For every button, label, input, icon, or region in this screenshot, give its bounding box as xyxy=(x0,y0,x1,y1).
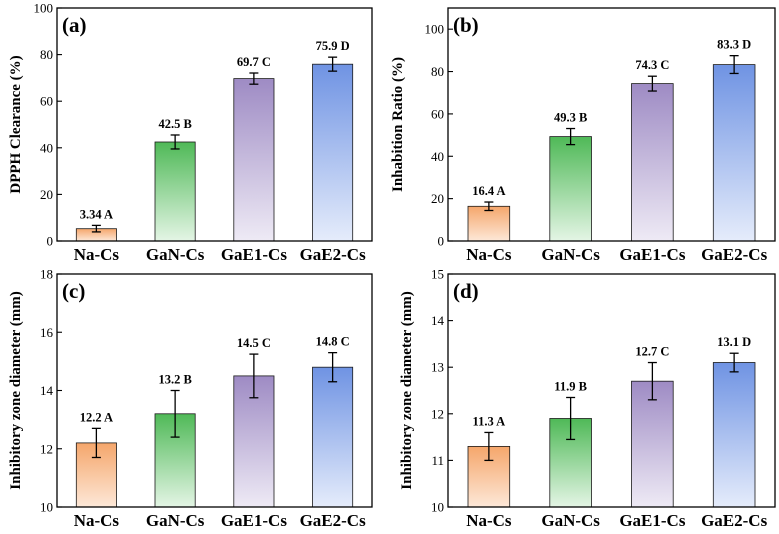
error-bar xyxy=(647,75,657,92)
y-tick-label: 15 xyxy=(431,267,444,282)
error-bar xyxy=(249,72,259,85)
data-label: 75.9 D xyxy=(316,39,350,53)
x-tick-label: GaN-Cs xyxy=(146,245,205,264)
data-label: 12.7 C xyxy=(635,345,669,359)
y-tick-label: 100 xyxy=(34,1,54,16)
y-tick-label: 16 xyxy=(40,325,54,340)
y-axis-title: DPPH Clearance (%) xyxy=(8,55,24,193)
y-tick-label: 40 xyxy=(40,140,53,155)
panel-label: (b) xyxy=(453,13,479,37)
data-label: 83.3 D xyxy=(717,38,751,52)
y-tick-label: 80 xyxy=(431,64,444,79)
panel-label: (c) xyxy=(62,279,85,303)
y-tick-label: 14 xyxy=(431,313,445,328)
x-tick-label: Na-Cs xyxy=(74,245,120,264)
y-tick-label: 60 xyxy=(431,106,444,121)
bar-na-cs xyxy=(467,205,511,242)
y-tick-label: 40 xyxy=(431,149,444,164)
x-tick-label: GaE1-Cs xyxy=(619,245,686,264)
error-bar xyxy=(729,352,739,373)
bar-gae2-cs xyxy=(312,63,354,242)
y-tick-label: 10 xyxy=(40,500,53,515)
x-tick-label: GaN-Cs xyxy=(541,245,600,264)
panel-c: 12.2 A Na-Cs 13.2 B GaN-Cs 14.5 C GaE1-Cs 14.8… xyxy=(8,267,373,530)
y-tick-label: 12 xyxy=(431,406,444,421)
x-tick-label: GaN-Cs xyxy=(541,511,600,530)
bar-gan-cs xyxy=(549,136,592,242)
data-label: 14.5 C xyxy=(237,336,271,350)
data-label: 13.2 B xyxy=(158,373,191,387)
y-tick-label: 0 xyxy=(47,234,54,249)
error-bar xyxy=(647,361,657,401)
y-tick-label: 100 xyxy=(425,22,445,37)
x-tick-label: GaE1-Cs xyxy=(221,511,288,530)
x-tick-label: GaE2-Cs xyxy=(300,245,367,264)
y-axis-title: Inhibitory zone diameter (mm) xyxy=(399,291,415,489)
bar-gae2-cs xyxy=(312,366,354,508)
x-tick-label: Na-Cs xyxy=(466,245,512,264)
data-label: 74.3 C xyxy=(635,58,669,72)
panel-a: 3.34 A Na-Cs 42.5 B GaN-Cs 69.7 C GaE1-Cs 75.9… xyxy=(8,1,373,264)
data-label: 42.5 B xyxy=(158,117,191,131)
plot-frame xyxy=(447,273,776,508)
x-tick-label: GaN-Cs xyxy=(146,511,205,530)
bar-gae2-cs xyxy=(712,362,756,508)
plot-frame xyxy=(56,7,373,242)
error-bar xyxy=(328,351,338,383)
x-tick-label: GaE2-Cs xyxy=(701,245,768,264)
y-axis-title: Inhabition Ratio (%) xyxy=(390,57,406,192)
panel-label: (d) xyxy=(453,279,479,303)
y-tick-label: 20 xyxy=(431,191,444,206)
bar-gan-cs xyxy=(154,141,196,242)
plot-frame xyxy=(447,7,776,242)
panel-b: 16.4 A Na-Cs 49.3 B GaN-Cs 74.3 C GaE1-Cs 83.3… xyxy=(390,7,776,264)
x-tick-label: GaE1-Cs xyxy=(221,245,288,264)
bar-gae1-cs xyxy=(233,78,275,242)
y-tick-label: 12 xyxy=(40,441,53,456)
y-tick-label: 60 xyxy=(40,94,53,109)
y-tick-label: 14 xyxy=(40,383,54,398)
bar-gae2-cs xyxy=(712,64,756,242)
x-tick-label: GaE2-Cs xyxy=(701,511,768,530)
error-bar xyxy=(484,431,494,462)
panel-d: 11.3 A Na-Cs 11.9 B GaN-Cs 12.7 C GaE1-Cs 13.1… xyxy=(399,267,776,530)
data-label: 11.9 B xyxy=(554,380,587,394)
y-tick-label: 0 xyxy=(438,234,445,249)
error-bar xyxy=(729,55,739,75)
data-label: 69.7 C xyxy=(237,55,271,69)
data-label: 11.3 A xyxy=(473,414,506,428)
data-label: 3.34 A xyxy=(80,207,113,221)
y-tick-label: 11 xyxy=(431,453,444,468)
y-axis-title: Inhibitory zone diameter (mm) xyxy=(8,291,24,489)
error-bar xyxy=(170,389,180,438)
error-bar xyxy=(249,353,259,399)
x-tick-label: GaE1-Cs xyxy=(619,511,686,530)
x-tick-label: Na-Cs xyxy=(466,511,512,530)
error-bar xyxy=(566,127,576,146)
panel-label: (a) xyxy=(62,13,87,37)
error-bar xyxy=(91,427,101,459)
error-bar xyxy=(91,224,101,233)
error-bar xyxy=(170,134,180,150)
x-tick-label: Na-Cs xyxy=(74,511,120,530)
data-label: 16.4 A xyxy=(472,184,505,198)
y-tick-label: 18 xyxy=(40,267,53,282)
data-label: 12.2 A xyxy=(80,410,113,424)
x-tick-label: GaE2-Cs xyxy=(300,511,367,530)
error-bar xyxy=(566,396,576,441)
error-bar xyxy=(484,201,494,212)
y-tick-label: 20 xyxy=(40,187,53,202)
y-tick-label: 80 xyxy=(40,47,53,62)
data-label: 14.8 C xyxy=(316,335,350,349)
y-tick-label: 13 xyxy=(431,360,444,375)
error-bar xyxy=(328,56,338,72)
data-label: 13.1 D xyxy=(717,335,751,349)
y-tick-label: 10 xyxy=(431,500,444,515)
bar-gae1-cs xyxy=(631,83,674,242)
data-label: 49.3 B xyxy=(554,111,587,125)
